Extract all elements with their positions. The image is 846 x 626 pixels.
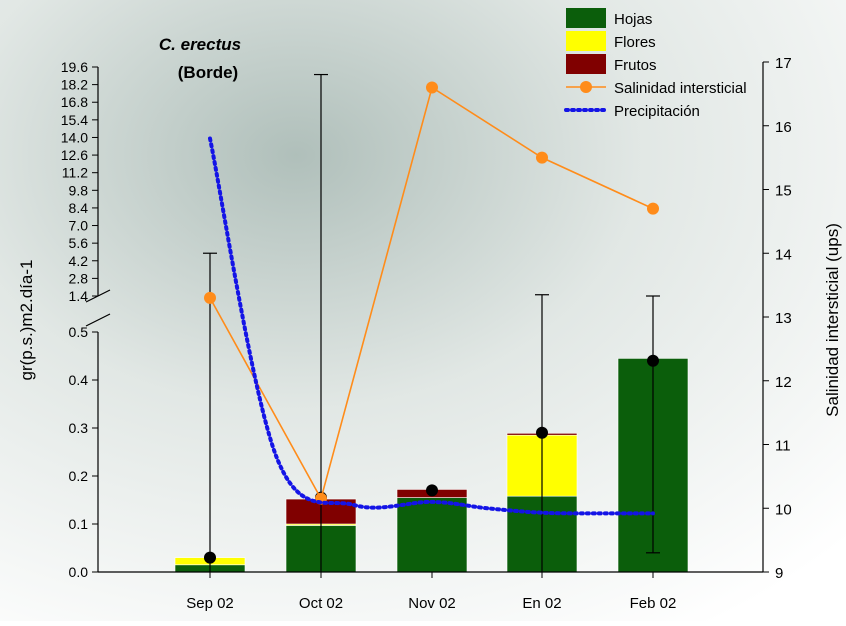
y-left-tick-label: 0.1 (69, 516, 89, 532)
bar-hojas-3 (396, 497, 468, 573)
y-left-upper-tick-label: 18.2 (61, 77, 88, 93)
y-right-tick-label: 16 (775, 119, 792, 136)
y-left-upper-tick-label: 2.8 (69, 270, 89, 286)
y-left-tick-label: 0.3 (69, 420, 89, 436)
salinity-point-3 (426, 81, 438, 94)
y-left-tick-label: 0.5 (69, 324, 89, 340)
y-left-upper-tick-label: 1.4 (69, 288, 89, 304)
y-left-tick-label: 0.0 (69, 564, 89, 580)
legend-swatch-frutos (566, 54, 606, 74)
salinity-point-5 (647, 202, 659, 215)
y-right-tick-label: 14 (775, 246, 792, 263)
y-right-tick-label: 12 (775, 374, 792, 391)
y-left-upper-tick-label: 16.8 (61, 94, 88, 110)
y-left-upper-tick-label: 14.0 (61, 129, 88, 145)
legend-swatch-flores (566, 31, 606, 51)
chart-title-species: C. erectus (159, 35, 241, 54)
legend-label-flores: Flores (614, 34, 656, 51)
y-left-upper-tick-label: 8.4 (69, 200, 89, 216)
legend-swatch-hojas (566, 8, 606, 28)
salinity-point-1 (204, 291, 216, 304)
y-left-upper-tick-label: 11.2 (62, 165, 88, 181)
y-left-upper-tick-label: 9.8 (69, 182, 89, 198)
y-right-tick-label: 17 (775, 55, 792, 72)
y-right-tick-label: 13 (775, 310, 792, 327)
legend: Hojas Flores Frutos Salinidad intersticial P… (564, 8, 747, 120)
y-right-tick-label: 11 (775, 438, 791, 455)
x-tick-label: Feb 02 (630, 595, 677, 612)
y-right-tick-label: 10 (775, 501, 792, 518)
mean-point-5 (647, 354, 659, 367)
chart-title-location: (Borde) (178, 63, 238, 82)
y-left-upper-tick-label: 15.4 (61, 112, 88, 128)
y-left-tick-label: 0.4 (69, 372, 89, 388)
salinity-point-4 (536, 151, 548, 164)
axis-break-mark (85, 313, 111, 327)
legend-label-hojas: Hojas (614, 11, 652, 28)
y-right-tick-label: 9 (775, 565, 783, 582)
x-tick-label: Sep 02 (186, 595, 234, 612)
mean-point-4 (536, 426, 548, 439)
mean-point-3 (426, 484, 438, 497)
precipitation-line (208, 136, 655, 516)
y-axis-left-label: gr(p.s.)m2.día-1 (17, 260, 36, 381)
y-right-tick-label: 15 (775, 183, 792, 200)
mean-point-1 (204, 551, 216, 564)
y-left-upper-tick-label: 7.0 (69, 218, 89, 234)
legend-label-frutos: Frutos (614, 57, 657, 74)
legend-label-precipitation: Precipitación (614, 103, 700, 120)
y-left-upper-tick-label: 19.6 (61, 59, 88, 75)
x-tick-label: Oct 02 (299, 595, 343, 612)
x-tick-label: Nov 02 (408, 595, 456, 612)
y-left-upper-tick-label: 4.2 (69, 253, 89, 269)
x-tick-label: En 02 (522, 595, 561, 612)
y-left-tick-label: 0.2 (69, 468, 89, 484)
y-left-upper-tick-label: 5.6 (69, 235, 89, 251)
legend-marker-salinity (580, 81, 592, 93)
y-left-upper-tick-label: 12.6 (61, 147, 88, 163)
y-axis-right-label: Salinidad intersticial (ups) (823, 223, 842, 417)
legend-label-salinity: Salinidad intersticial (614, 80, 747, 97)
